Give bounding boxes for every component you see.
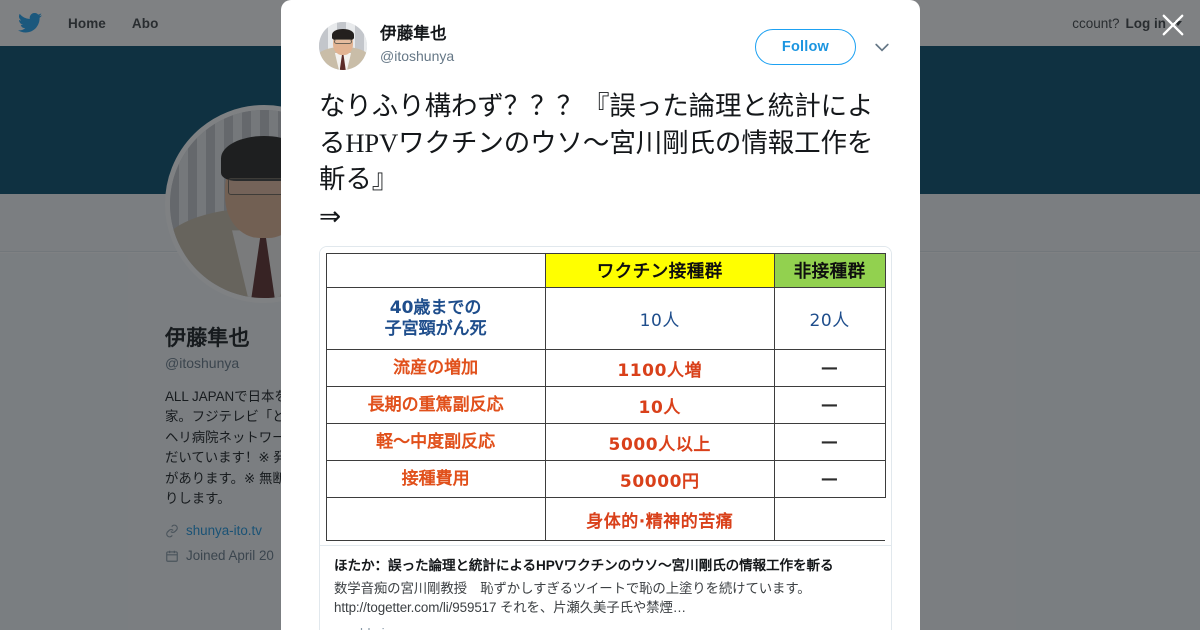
row-label-vaccination-cost: 接種費用 (325, 460, 546, 499)
row-value-vaccinated-suffering: 身体的·精神的苦痛 (544, 497, 775, 542)
row-value-vaccinated-miscarriage: 1100人増 (544, 349, 775, 388)
row-label-blank (325, 497, 546, 542)
table-row: 軽～中度副反応 5000人以上 — (325, 423, 886, 462)
row-value-unvaccinated-suffering (773, 497, 885, 542)
tweet-text: なりふり構わず？？？『誤った論理と統計によるHPVワクチンのウソ～宮川剛氏の情報… (319, 88, 892, 234)
row-value-vaccinated-cost: 50000円 (544, 460, 775, 499)
close-icon (1162, 14, 1184, 36)
row-value-vaccinated-mild: 5000人以上 (544, 423, 775, 462)
row-value-unvaccinated-mild: — (773, 423, 886, 462)
chevron-down-icon (875, 43, 889, 52)
link-card-text: ほたか：誤った論理と統計によるHPVワクチンのウソ～宮川剛氏の情報工作を斬る 数… (320, 545, 891, 630)
avatar[interactable] (319, 22, 367, 70)
table-row: 身体的·精神的苦痛 (325, 497, 885, 542)
link-card-description: 数学音痴の宮川剛教授 恥ずかしすぎるツイートで恥の上塗りを続けています。http… (334, 580, 811, 616)
tweet-author-handle[interactable]: @itoshunya (380, 47, 455, 64)
table-header-vaccinated: ワクチン接種群 (544, 253, 775, 289)
close-button[interactable] (1156, 8, 1190, 42)
vaccine-comparison-table: ワクチン接種群 非接種群 40歳までの 子宮頸がん死 10人 20人 流産の増加 … (325, 253, 886, 542)
modal-avatar-tie (339, 54, 346, 70)
follow-button[interactable]: Follow (754, 29, 856, 65)
card-image-table-screenshot: ワクチン接種群 非接種群 40歳までの 子宮頸がん死 10人 20人 流産の増加 … (320, 247, 891, 546)
table-row: 長期の重篤副反応 10人 — (325, 386, 886, 425)
table-row: 40歳までの 子宮頸がん死 10人 20人 (325, 287, 886, 351)
tweet-text-arrow: ⇒ (319, 200, 342, 231)
modal-avatar-artwork (319, 22, 367, 70)
tweet-more-menu-button[interactable] (872, 37, 892, 57)
row-value-unvaccinated-cervical: 20人 (773, 287, 886, 351)
link-card-title: ほたか：誤った論理と統計によるHPVワクチンのウソ～宮川剛氏の情報工作を斬る (334, 558, 834, 574)
table-row: 流産の増加 1100人増 — (325, 349, 886, 388)
tweet-modal: 伊藤隼也 @itoshunya Follow なりふり構わず？？？『誤った論理と… (281, 0, 920, 630)
row-value-vaccinated-cervical: 10人 (544, 287, 775, 351)
table-header-blank (325, 253, 546, 289)
table-header: ワクチン接種群 非接種群 (325, 253, 886, 289)
table-row: 接種費用 50000円 — (325, 460, 886, 499)
row-label-mild-moderate-adverse: 軽～中度副反応 (325, 423, 546, 462)
row-value-unvaccinated-severe: — (773, 386, 886, 425)
tweet-author-identity: 伊藤隼也 @itoshunya (380, 22, 454, 64)
tweet-author-name[interactable]: 伊藤隼也 (380, 25, 447, 43)
link-card-domain: ameblo.jp (334, 626, 877, 630)
modal-avatar-hair (331, 28, 355, 41)
row-value-unvaccinated-cost: — (773, 460, 886, 499)
row-label-cervical-cancer-death: 40歳までの 子宮頸がん死 (325, 287, 546, 351)
table-body: 40歳までの 子宮頸がん死 10人 20人 流産の増加 1100人増 — 長期の重… (325, 287, 886, 542)
table-header-unvaccinated: 非接種群 (773, 253, 886, 289)
tweet-header: 伊藤隼也 @itoshunya Follow (319, 22, 892, 70)
row-label-long-term-severe-adverse: 長期の重篤副反応 (325, 386, 546, 425)
row-value-unvaccinated-miscarriage: — (773, 349, 886, 388)
row-label-miscarriage-increase: 流産の増加 (325, 349, 546, 388)
modal-avatar-glasses (333, 39, 353, 44)
tweet-header-actions: Follow (754, 22, 892, 65)
tweet-text-body: なりふり構わず？？？『誤った論理と統計によるHPVワクチンのウソ～宮川剛氏の情報… (319, 91, 874, 195)
table-header-row: ワクチン接種群 非接種群 (325, 253, 886, 289)
link-preview-card[interactable]: ワクチン接種群 非接種群 40歳までの 子宮頸がん死 10人 20人 流産の増加 … (319, 246, 892, 630)
row-value-vaccinated-severe: 10人 (544, 386, 775, 425)
